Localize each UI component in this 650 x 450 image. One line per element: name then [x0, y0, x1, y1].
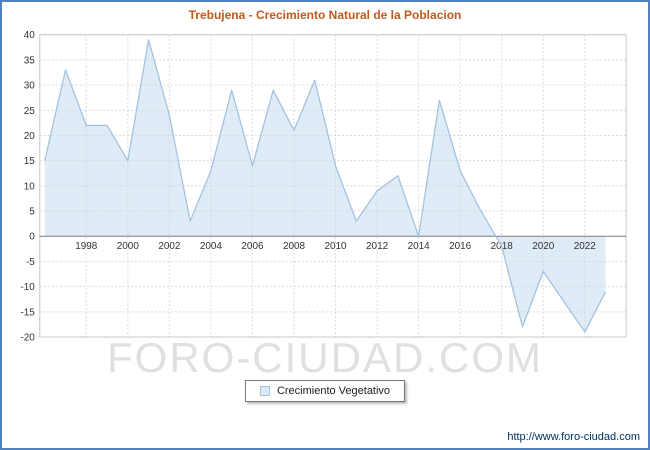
- y-tick-label: 40: [24, 30, 36, 41]
- y-tick-label: 35: [24, 55, 36, 66]
- x-tick-label: 2002: [158, 241, 181, 252]
- x-tick-label: 2016: [449, 241, 472, 252]
- y-tick-label: 10: [24, 181, 36, 192]
- legend-swatch-icon: [259, 386, 270, 396]
- x-tick-label: 1998: [75, 241, 98, 252]
- y-tick-label: 5: [29, 207, 35, 218]
- x-tick-label: 2000: [117, 241, 140, 252]
- x-tick-label: 2004: [200, 241, 223, 252]
- y-tick-label: -10: [20, 282, 35, 293]
- legend-box: Crecimiento Vegetativo: [244, 380, 406, 402]
- x-tick-label: 2012: [366, 241, 389, 252]
- y-tick-label: 20: [24, 131, 36, 142]
- x-tick-label: 2020: [532, 241, 555, 252]
- data-line: [44, 39, 607, 333]
- x-tick-label: 2010: [324, 241, 347, 252]
- y-tick-label: 15: [24, 156, 36, 167]
- plot-border: [39, 34, 627, 338]
- y-tick-label: 30: [24, 81, 36, 92]
- y-tick-label: -5: [26, 257, 35, 268]
- footer-link[interactable]: http://www.foro-ciudad.com: [507, 431, 640, 443]
- legend-label: Crecimiento Vegetativo: [276, 385, 391, 397]
- y-tick-label: 0: [29, 232, 35, 243]
- x-tick-label: 2006: [241, 241, 264, 252]
- area-fill: [44, 39, 606, 332]
- y-tick-label: -15: [20, 307, 35, 318]
- x-tick-label: 2022: [574, 241, 597, 252]
- x-tick-label: 2008: [283, 241, 306, 252]
- y-tick-label: -20: [20, 332, 35, 343]
- x-tick-label: 2014: [408, 241, 431, 252]
- chart-title: Trebujena - Crecimiento Natural de la Po…: [188, 8, 462, 22]
- y-tick-label: 25: [24, 106, 36, 117]
